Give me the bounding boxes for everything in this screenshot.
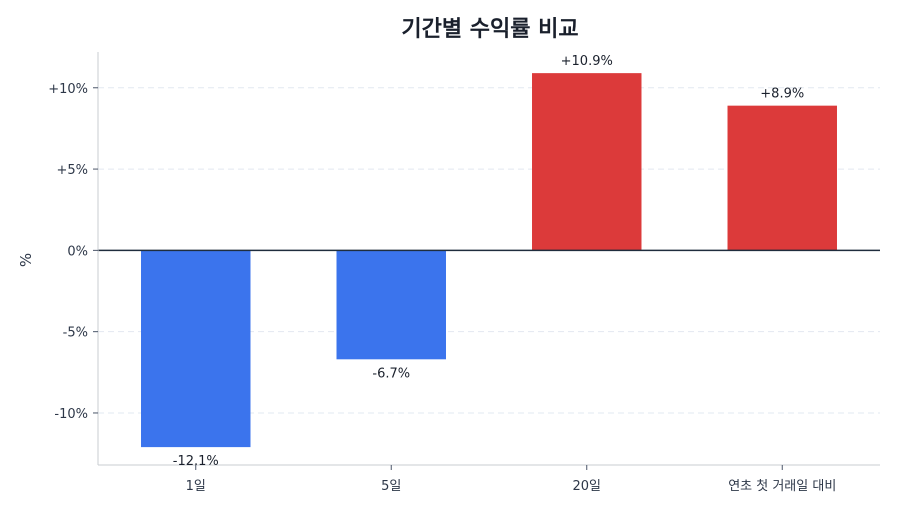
x-tick-label: 20일 [572,479,601,494]
x-tick-label: 연초 첫 거래일 대비 [728,479,836,494]
data-label: +8.9% [760,87,804,102]
x-axis-ticks: 1일 5일 20일 연초 첫 거래일 대비 [186,465,836,494]
bar [141,250,251,448]
data-label: -12.1% [173,454,219,469]
data-labels: -12.1% -6.7% +10.9% +8.9% [173,54,804,469]
chart-title: 기간별 수익률 비교 [401,17,578,42]
bar [727,105,837,251]
y-axis-ticks: +10% +5% 0% -5% -10% [48,82,98,422]
y-tick-label: -5% [63,326,88,341]
x-tick-label: 5일 [381,479,401,494]
y-axis-label: % [17,253,35,267]
bar [532,73,642,251]
bar [336,250,446,360]
data-label: +10.9% [561,54,613,69]
y-tick-label: +10% [48,82,88,97]
x-tick-label: 1일 [186,479,206,494]
bars [141,73,837,448]
y-tick-label: +5% [56,163,88,178]
y-tick-label: 0% [67,244,88,259]
data-label: -6.7% [372,366,410,381]
y-tick-label: -10% [54,407,88,422]
